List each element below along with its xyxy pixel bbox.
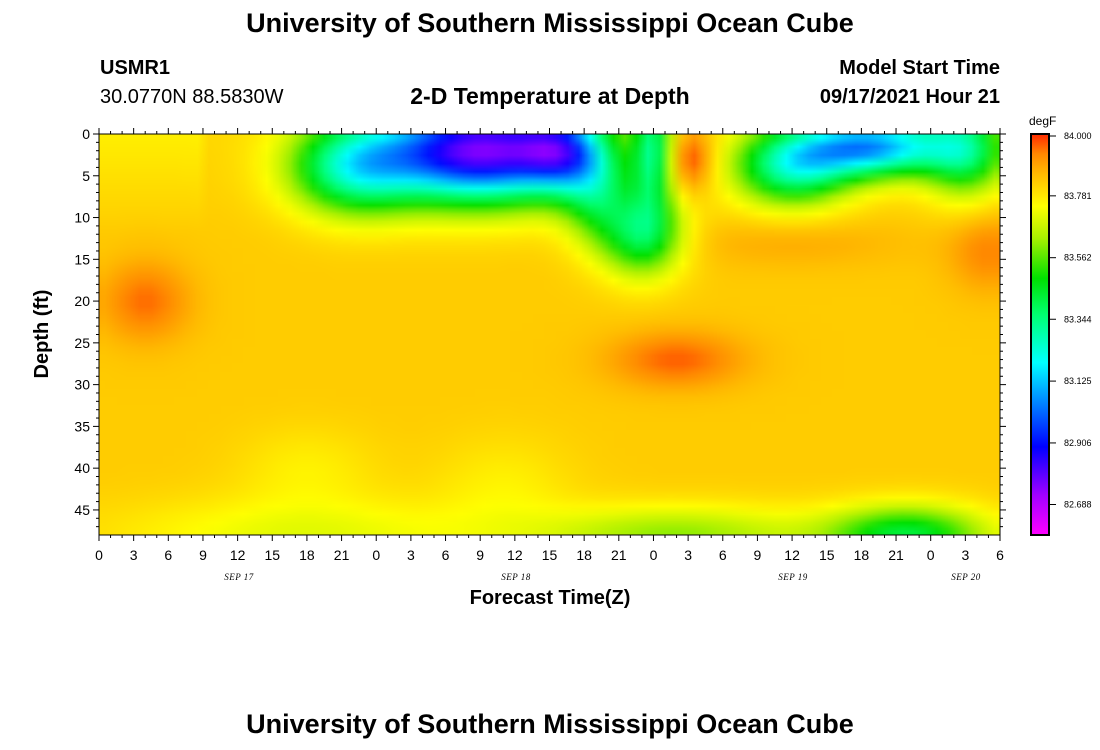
- x-tick-label: 6: [719, 547, 727, 563]
- y-axis-label: Depth (ft): [31, 290, 53, 379]
- colorbar-tick-label: 83.562: [1064, 253, 1092, 263]
- y-tick-label: 35: [74, 418, 90, 434]
- x-tick-label: 9: [476, 547, 484, 563]
- colorbar-tick-label: 84.000: [1064, 131, 1092, 141]
- y-tick-label: 25: [74, 335, 90, 351]
- y-tick-label: 20: [74, 293, 90, 309]
- x-tick-label: 3: [684, 547, 692, 563]
- x-tick-label: 21: [334, 547, 350, 563]
- x-tick-label: 18: [854, 547, 870, 563]
- x-tick-label: 3: [961, 547, 969, 563]
- x-axis: 0 3 6 9 12 15 18 21 0 3 6 9 12 15 18 21 0 3 6 9 12 15 18 21 0 3 6 S…: [95, 128, 1004, 582]
- x-date-label: SEP 18: [501, 572, 531, 582]
- colorbar: degF 84.000 83.781 83.562 83.344 83.125 82.90…: [1029, 114, 1092, 536]
- y-tick-label: 40: [74, 460, 90, 476]
- colorbar-tick-label: 83.344: [1064, 314, 1092, 324]
- chart-title: 2-D Temperature at Depth: [410, 83, 690, 109]
- x-tick-label: 12: [507, 547, 523, 563]
- x-tick-label: 3: [407, 547, 415, 563]
- y-tick-label: 30: [74, 377, 90, 393]
- x-tick-label: 0: [95, 547, 103, 563]
- x-tick-label: 0: [650, 547, 658, 563]
- station-coordinates: 30.0770N 88.5830W: [100, 86, 284, 108]
- x-axis-label: Forecast Time(Z): [470, 587, 631, 609]
- colorbar-unit: degF: [1029, 114, 1056, 128]
- y-tick-label: 45: [74, 502, 90, 518]
- colorbar-tick-label: 82.688: [1064, 500, 1092, 510]
- x-tick-label: 6: [164, 547, 172, 563]
- y-tick-label: 10: [74, 210, 90, 226]
- colorbar-tick-label: 82.906: [1064, 438, 1092, 448]
- x-tick-label: 9: [754, 547, 762, 563]
- x-date-label: SEP 19: [778, 572, 808, 582]
- y-tick-label: 5: [82, 168, 90, 184]
- x-tick-label: 6: [996, 547, 1004, 563]
- x-date-label: SEP 17: [224, 572, 254, 582]
- page-title: University of Southern Mississippi Ocean…: [246, 8, 854, 38]
- colorbar-gradient: [1031, 134, 1049, 535]
- model-start-value: 09/17/2021 Hour 21: [819, 86, 1000, 108]
- y-tick-label: 0: [82, 126, 90, 142]
- colorbar-tick-label: 83.125: [1064, 376, 1092, 386]
- colorbar-frame: [1030, 133, 1050, 536]
- x-tick-label: 12: [230, 547, 246, 563]
- y-tick-label: 15: [74, 251, 90, 267]
- x-tick-label: 21: [611, 547, 627, 563]
- x-tick-label: 12: [784, 547, 800, 563]
- colorbar-tick-label: 83.781: [1064, 191, 1092, 201]
- x-tick-label: 0: [927, 547, 935, 563]
- temperature-heatmap: [99, 134, 1000, 535]
- x-tick-label: 21: [888, 547, 904, 563]
- model-start-label: Model Start Time: [839, 57, 1000, 79]
- y-axis: 0 5 10 15 20 25 30 35 40 45: [74, 126, 1006, 528]
- x-tick-label: 18: [299, 547, 315, 563]
- station-id: USMR1: [100, 57, 171, 79]
- x-tick-label: 15: [264, 547, 280, 563]
- x-tick-label: 0: [372, 547, 380, 563]
- x-tick-label: 9: [199, 547, 207, 563]
- x-tick-label: 15: [542, 547, 558, 563]
- x-tick-label: 18: [576, 547, 592, 563]
- x-tick-label: 15: [819, 547, 835, 563]
- x-tick-label: 6: [442, 547, 450, 563]
- x-date-label: SEP 20: [951, 572, 981, 582]
- footer-title: University of Southern Mississippi Ocean…: [246, 709, 854, 739]
- x-tick-label: 3: [130, 547, 138, 563]
